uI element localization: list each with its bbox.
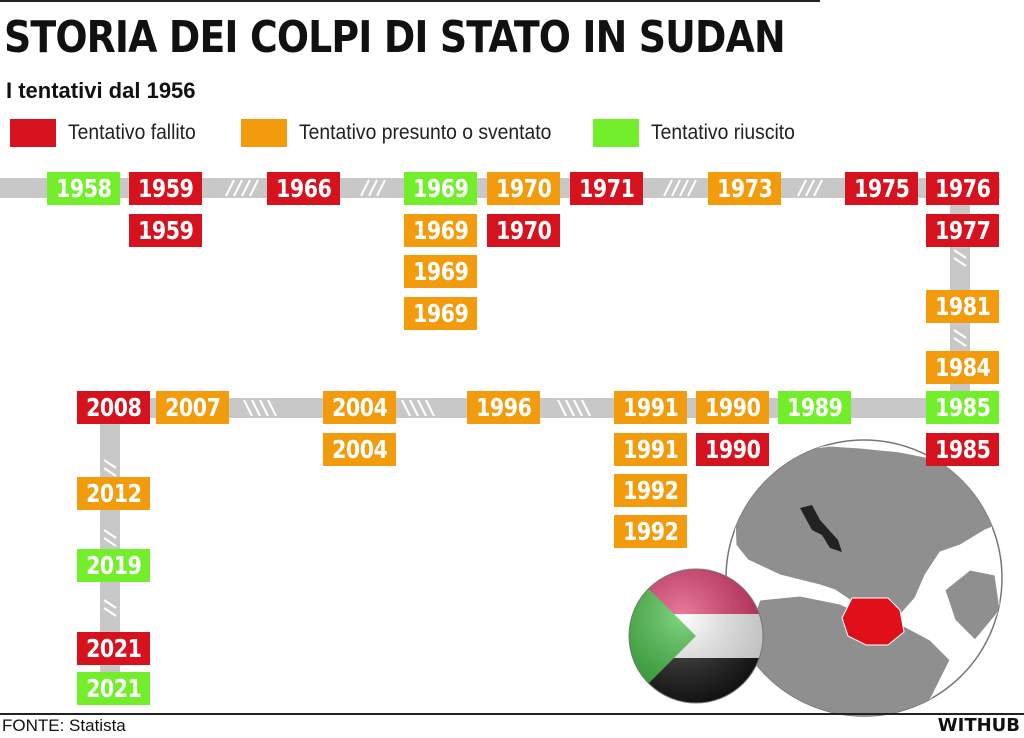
legend-swatch-orange [241,119,287,147]
event-box: 1977 [926,214,999,247]
event-box: 1966 [267,172,340,205]
event-box: 1959 [129,172,202,205]
event-box: 1969 [404,172,477,205]
event-box: 2008 [77,391,150,424]
event-box: 1992 [614,474,687,507]
brand-logo: WITHUB [937,715,1020,736]
event-box: 2004 [323,391,396,424]
event-box: 2004 [323,433,396,466]
globe [725,439,1003,717]
event-box: 1985 [926,391,999,424]
source-note: FONTE: Statista [2,716,126,735]
footer-rule [0,713,1024,715]
sudan-shape [841,597,905,646]
event-box: 1976 [926,172,999,205]
event-box: 2021 [77,632,150,665]
legend-swatch-green [593,119,639,147]
page-subtitle: I tentativi dal 1956 [6,78,196,103]
top-rule [0,0,820,2]
event-box: 1958 [47,172,120,205]
event-box: 1970 [487,214,560,247]
event-box: 1990 [696,391,769,424]
event-box: 1996 [467,391,540,424]
track-left-vertical [100,398,120,698]
legend-label: Tentativo fallito [68,121,196,144]
event-box: 1990 [696,433,769,466]
event-box: 1975 [845,172,918,205]
event-box: 1973 [708,172,781,205]
event-box: 1985 [926,433,999,466]
event-box: 1959 [129,214,202,247]
event-box: 1992 [614,515,687,548]
legend-label: Tentativo riuscito [651,121,795,144]
event-box: 1969 [404,214,477,247]
legend-item-riuscito: Tentativo riuscito [593,118,807,148]
legend-item-fallito: Tentativo fallito [10,118,207,148]
legend-item-presunto: Tentativo presunto o sventato [241,118,573,148]
event-box: 2007 [156,391,229,424]
event-box: 2012 [77,477,150,510]
event-box: 1970 [487,172,560,205]
event-box: 1981 [926,290,999,323]
legend-label: Tentativo presunto o sventato [299,121,552,144]
legend-swatch-red [10,119,56,147]
track-break-marks [103,179,967,617]
event-box: 1969 [404,255,477,288]
sudan-flag-ball [628,568,764,704]
page-title: STORIA DEI COLPI DI STATO IN SUDAN [4,12,786,63]
event-box: 1989 [778,391,851,424]
event-box: 1991 [614,391,687,424]
event-box: 2019 [77,549,150,582]
event-box: 1969 [404,297,477,330]
event-box: 2021 [77,672,150,705]
italy-shape [800,505,842,552]
event-box: 1991 [614,433,687,466]
event-box: 1984 [926,351,999,384]
event-box: 1971 [570,172,643,205]
